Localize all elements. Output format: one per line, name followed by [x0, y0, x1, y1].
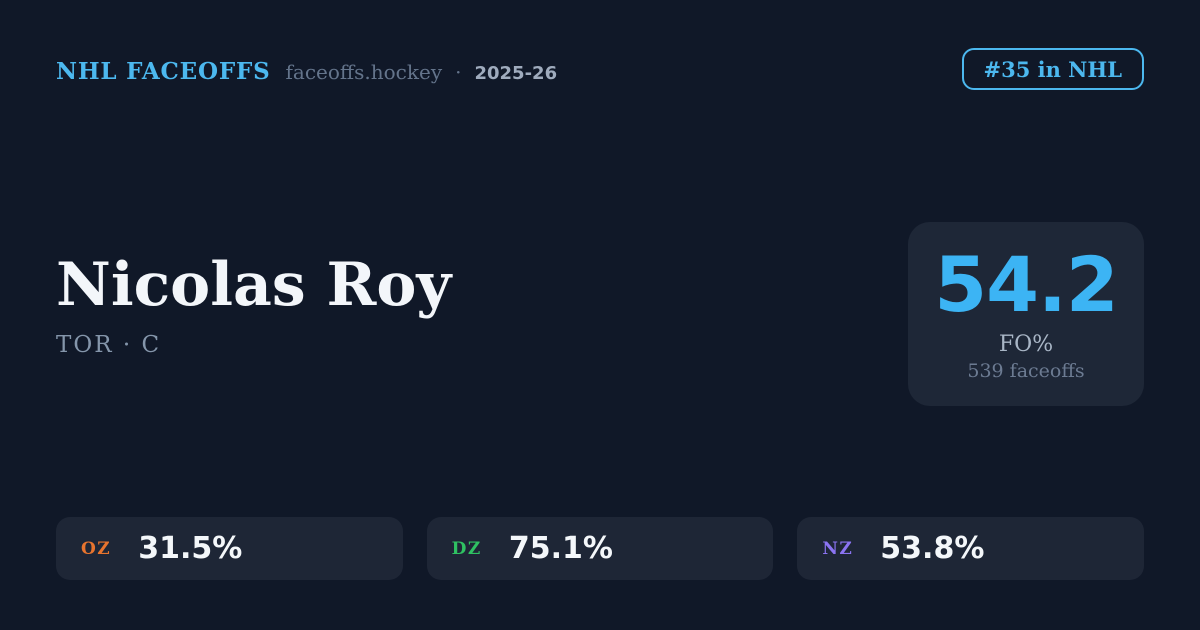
- neutral-zone-label: NZ: [822, 538, 854, 559]
- faceoff-percentage-card: 54.2 FO% 539 faceoffs: [908, 222, 1144, 406]
- player-team-position: TOR · C: [56, 332, 162, 358]
- header-separator: ·: [455, 60, 462, 84]
- offensive-zone-label: OZ: [81, 538, 112, 559]
- site-domain: faceoffs.hockey: [285, 60, 443, 84]
- zone-stats-row: OZ 31.5% DZ 75.1% NZ 53.8%: [56, 517, 1145, 580]
- defensive-zone-pill: DZ 75.1%: [426, 517, 774, 580]
- neutral-zone-pill: NZ 53.8%: [797, 517, 1145, 580]
- faceoff-percentage-label: FO%: [998, 331, 1054, 357]
- offensive-zone-pill: OZ 31.5%: [56, 517, 403, 580]
- faceoff-count: 539 faceoffs: [967, 359, 1085, 382]
- header: NHL FACEOFFS faceoffs.hockey · 2025-26: [56, 58, 557, 85]
- defensive-zone-value: 75.1%: [508, 531, 613, 566]
- rank-badge-label: #35 in NHL: [983, 56, 1123, 82]
- player-name: Nicolas Roy: [56, 250, 452, 320]
- offensive-zone-value: 31.5%: [138, 531, 243, 566]
- faceoff-percentage-value: 54.2: [934, 239, 1119, 329]
- defensive-zone-label: DZ: [451, 538, 482, 559]
- brand-title: NHL FACEOFFS: [56, 58, 271, 85]
- season-label: 2025-26: [474, 63, 558, 84]
- rank-badge: #35 in NHL: [961, 48, 1144, 90]
- neutral-zone-value: 53.8%: [880, 531, 985, 566]
- player-block: Nicolas Roy TOR · C: [56, 252, 451, 358]
